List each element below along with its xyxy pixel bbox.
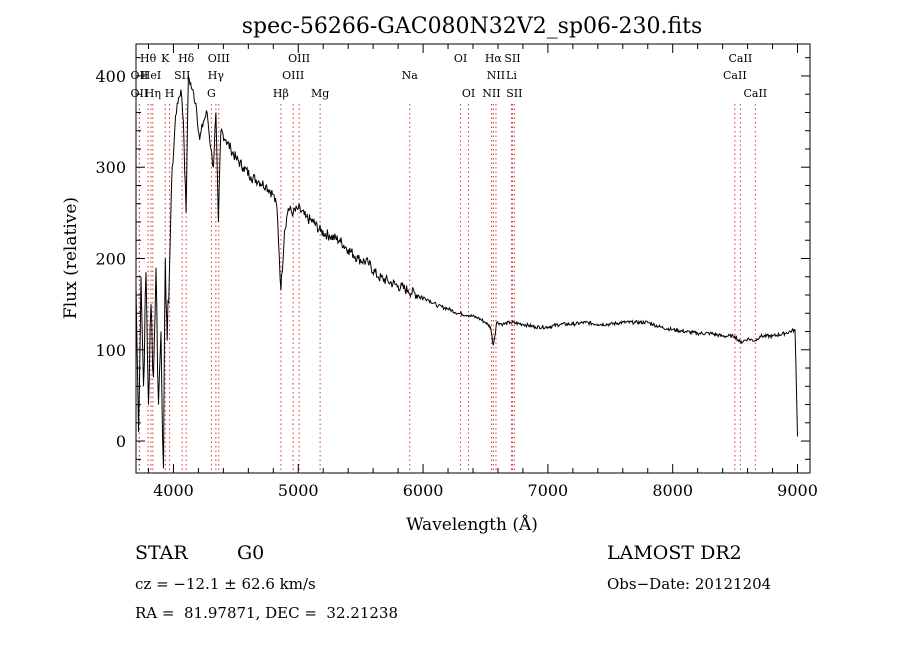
line-marker-label-25: CaII	[729, 52, 753, 65]
line-marker-label-24: SII	[506, 87, 522, 100]
line-marker-label-6: SII	[174, 69, 190, 82]
y-tick-label-400: 400	[95, 67, 126, 86]
observation-date: Obs−Date: 20121204	[607, 575, 772, 593]
x-tick-label-5000: 5000	[278, 481, 319, 500]
line-marker-label-20: SII	[504, 52, 520, 65]
x-tick-label-9000: 9000	[777, 481, 818, 500]
line-marker-label-22: Li	[506, 69, 517, 82]
x-tick-label-4000: 4000	[153, 481, 194, 500]
line-marker-label-15: Mg	[311, 87, 329, 100]
axes: 4000 5000 6000 7000 8000 9000 0 100 200 300 400	[95, 43, 818, 500]
line-marker-label-5: Hη	[145, 87, 161, 100]
line-marker-label-13: OIII	[288, 52, 310, 65]
line-marker-label-26: CaII	[723, 69, 747, 82]
object-subclass: G0	[237, 542, 265, 564]
x-axis-label: Wavelength (Å)	[406, 514, 538, 535]
line-marker-label-14: OIII	[282, 69, 304, 82]
x-tick-label-6000: 6000	[403, 481, 444, 500]
line-marker-label-16: Na	[402, 69, 419, 82]
chart-title: spec-56266-GAC080N32V2_sp06-230.fits	[242, 14, 703, 39]
spectrum-series	[135, 75, 798, 469]
line-marker-label-3: K	[161, 52, 170, 65]
redshift-velocity: cz = −12.1 ± 62.6 km/s	[135, 575, 316, 593]
line-marker-label-17: OI	[454, 52, 467, 65]
line-marker-label-2: OII	[131, 87, 149, 100]
line-marker-label-21: NII	[487, 69, 505, 82]
object-class: STAR	[135, 542, 188, 564]
line-marker-label-10: Hγ	[208, 69, 225, 82]
line-marker-label-18: OI	[462, 87, 475, 100]
y-tick-label-300: 300	[95, 158, 126, 177]
coordinates: RA = 81.97871, DEC = 32.21238	[135, 604, 399, 622]
line-marker-label-4: HeI	[141, 69, 161, 82]
spectrum-line-0	[135, 75, 798, 469]
line-marker-label-19: Hα	[485, 52, 503, 65]
line-marker-label-7: H	[165, 87, 175, 100]
line-marker-label-0: Hθ	[140, 52, 157, 65]
y-axis-label: Flux (relative)	[61, 197, 81, 319]
line-marker-label-8: Hδ	[178, 52, 195, 65]
plot-frame	[135, 43, 811, 474]
x-tick-label-8000: 8000	[652, 481, 693, 500]
line-marker-label-27: CaII	[743, 87, 767, 100]
line-marker-label-11: G	[207, 87, 216, 100]
line-marker-label-9: OIII	[208, 52, 230, 65]
y-tick-label-200: 200	[95, 250, 126, 269]
y-tick-label-100: 100	[95, 341, 126, 360]
line-marker-label-23: NII	[482, 87, 500, 100]
x-tick-label-7000: 7000	[528, 481, 569, 500]
line-marker-label-12: Hβ	[273, 87, 289, 100]
survey-name: LAMOST DR2	[607, 542, 742, 564]
y-tick-label-0: 0	[116, 432, 126, 451]
